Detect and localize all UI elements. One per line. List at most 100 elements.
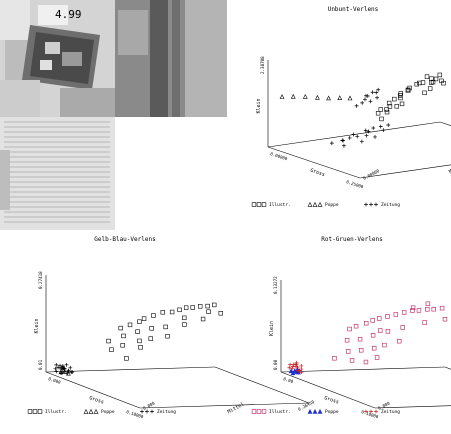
data-point: [375, 96, 379, 100]
data-point: [110, 348, 114, 352]
data-point: [332, 356, 336, 360]
x-end-tick: 0.25000: [346, 179, 365, 189]
legend-marker: [38, 410, 42, 414]
data-point: [428, 87, 432, 91]
data-point: [363, 98, 367, 102]
data-point: [373, 135, 377, 139]
data-point: [366, 94, 370, 98]
y-axis-label: Klein: [269, 321, 275, 336]
data-point: [399, 96, 403, 100]
data-point: [128, 323, 132, 327]
legend-label: Poppe: [325, 409, 339, 415]
data-point: [142, 317, 146, 321]
z-start-tick: 0.00000: [362, 168, 380, 181]
data-point: [379, 125, 383, 129]
data-point: [212, 303, 216, 307]
data-point: [364, 321, 368, 325]
data-point: [386, 329, 390, 333]
data-point: [65, 363, 69, 367]
chart-legend: Illustr. Poppe Zeitung: [28, 409, 176, 415]
series-illustr: [332, 302, 446, 364]
data-point: [182, 316, 186, 320]
data-point: [395, 104, 399, 108]
data-point: [191, 306, 195, 310]
data-point: [139, 345, 143, 349]
y-axis-label: Klein: [34, 318, 40, 333]
data-point: [443, 317, 447, 321]
data-point: [360, 140, 364, 144]
series-poppe: [280, 95, 352, 100]
legend-marker: [262, 203, 266, 207]
series-zeitung: [53, 363, 74, 375]
chart-legend: Illustr. Poppe Zeitung: [252, 202, 400, 208]
data-point: [122, 334, 126, 338]
data-point: [392, 97, 396, 101]
data-point: [291, 95, 295, 99]
data-point: [371, 333, 375, 337]
x-start-tick: 0.00: [283, 376, 295, 384]
data-point: [401, 326, 405, 330]
data-point: [119, 326, 123, 330]
chart-rot-gruen: Rot-Gruen-VerlensKleinGrossMittel0.13272…: [252, 236, 451, 420]
newspaper-collage-image: 4.99: [0, 0, 227, 230]
legend-label: Illustr.: [269, 202, 291, 208]
legend-label: Zeitung: [157, 409, 176, 415]
data-point: [348, 136, 352, 140]
data-point: [346, 349, 350, 353]
data-point: [432, 307, 436, 311]
y-bottom-tick: 0.01: [38, 359, 43, 370]
data-point: [376, 111, 380, 115]
legend-marker: [150, 410, 154, 414]
data-point: [340, 138, 344, 142]
data-point: [352, 132, 356, 136]
legend-label: Zeitung: [381, 409, 400, 415]
data-point: [371, 318, 375, 322]
y-top-tick: 2.38708: [260, 56, 265, 74]
data-point: [150, 326, 154, 330]
legend-label: Illustr.: [45, 409, 67, 415]
data-point: [136, 330, 140, 334]
data-point: [170, 310, 174, 314]
data-point: [382, 343, 386, 347]
data-point: [397, 339, 401, 343]
legend-marker: [89, 410, 93, 414]
legend-marker: [374, 203, 378, 207]
legend-label: Poppe: [101, 409, 115, 415]
data-point: [182, 323, 186, 327]
data-point: [379, 108, 383, 112]
data-point: [380, 117, 384, 121]
chart-axes: [46, 275, 309, 408]
data-point: [417, 308, 421, 312]
legend-marker: [257, 410, 261, 414]
legend-marker: [257, 203, 261, 207]
chart-axes: [281, 280, 451, 408]
legend-marker: [33, 410, 37, 414]
data-point: [345, 338, 349, 342]
data-point: [355, 135, 359, 139]
data-point: [137, 320, 141, 324]
legend-label: Illustr.: [269, 409, 291, 415]
data-point: [178, 308, 182, 312]
data-point: [423, 91, 427, 95]
data-point: [348, 96, 352, 100]
legend-marker: [252, 410, 256, 414]
data-point: [378, 329, 382, 333]
data-point: [342, 144, 346, 148]
data-point: [359, 348, 363, 352]
data-point: [425, 307, 429, 311]
data-point: [365, 134, 369, 138]
data-point: [371, 126, 375, 130]
data-point: [423, 321, 427, 325]
legend-marker: [318, 203, 322, 207]
data-point: [138, 339, 142, 343]
data-point: [70, 370, 74, 374]
y-axis-label: Klein: [256, 98, 262, 113]
legend-marker: [308, 410, 312, 414]
y-top-tick: 0.27418: [38, 271, 43, 289]
x-axis-label: Gross: [323, 395, 339, 405]
legend-marker: [308, 203, 312, 207]
data-point: [364, 128, 368, 132]
data-point: [161, 310, 165, 314]
series-illustr: [107, 303, 223, 360]
